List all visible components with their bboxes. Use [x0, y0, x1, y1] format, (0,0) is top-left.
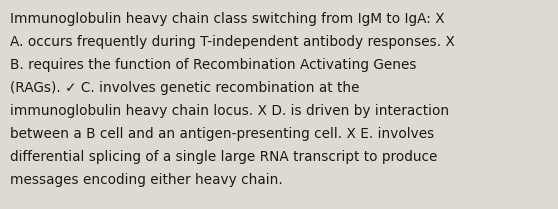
Text: messages encoding either heavy chain.: messages encoding either heavy chain.: [10, 173, 283, 187]
Text: differential splicing of a single large RNA transcript to produce: differential splicing of a single large …: [10, 150, 437, 164]
Text: B. requires the function of Recombination Activating Genes: B. requires the function of Recombinatio…: [10, 58, 416, 72]
Text: A. occurs frequently during T-independent antibody responses. X: A. occurs frequently during T-independen…: [10, 35, 455, 49]
Text: between a B cell and an antigen-presenting cell. X E. involves: between a B cell and an antigen-presenti…: [10, 127, 434, 141]
Text: immunoglobulin heavy chain locus. X D. is driven by interaction: immunoglobulin heavy chain locus. X D. i…: [10, 104, 449, 118]
Text: (RAGs). ✓ C. involves genetic recombination at the: (RAGs). ✓ C. involves genetic recombinat…: [10, 81, 359, 95]
Text: Immunoglobulin heavy chain class switching from IgM to IgA: X: Immunoglobulin heavy chain class switchi…: [10, 12, 445, 26]
